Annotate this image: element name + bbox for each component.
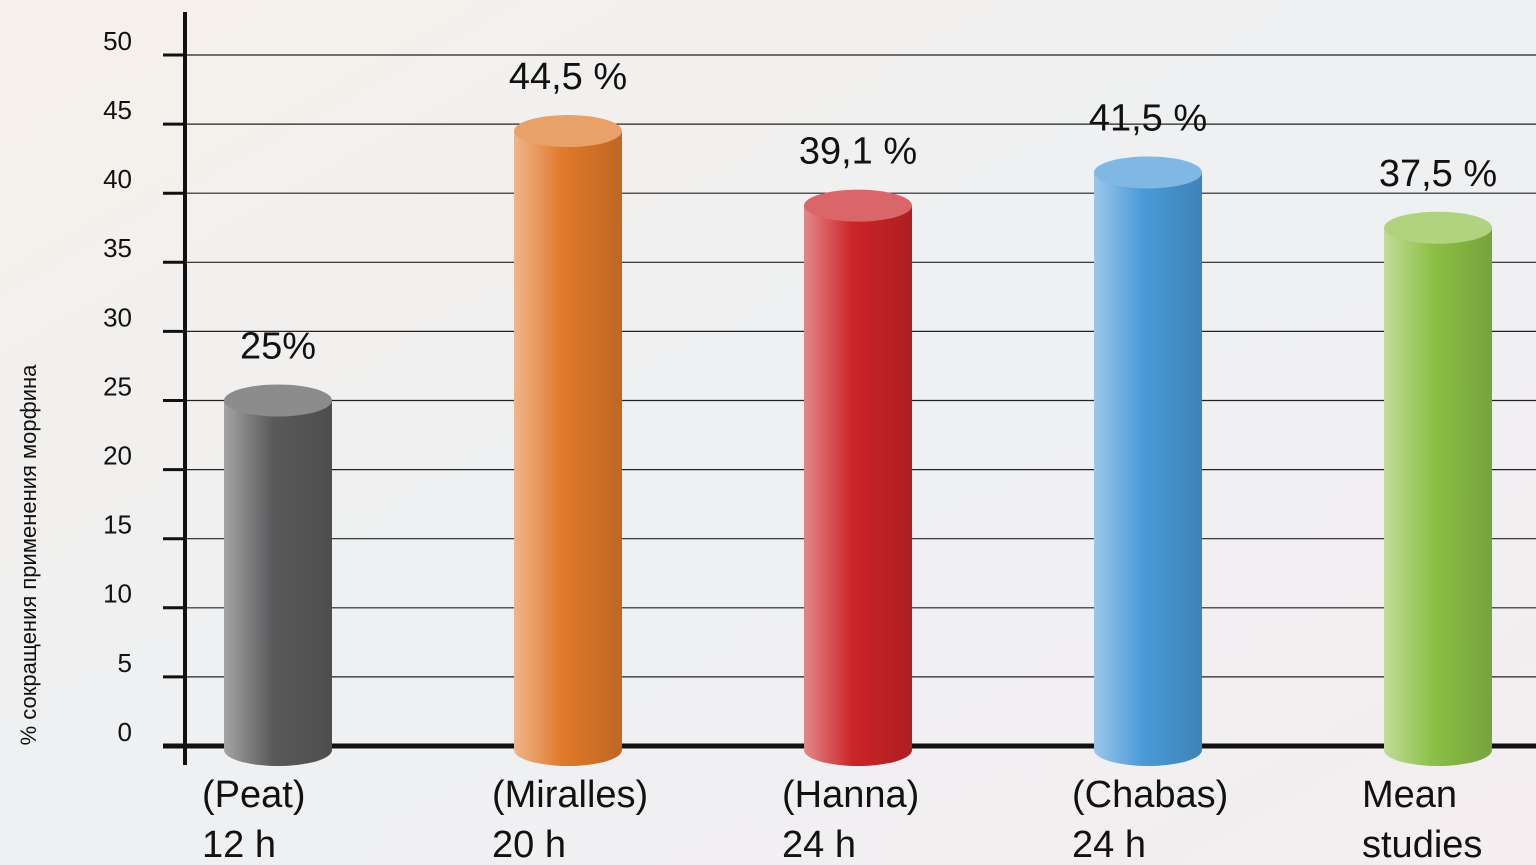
- value-label: 39,1 %: [799, 131, 917, 173]
- y-axis-label: % сокращения применения морфина: [16, 364, 41, 746]
- y-tick-label: 15: [103, 510, 132, 540]
- value-label: 41,5 %: [1089, 98, 1207, 140]
- y-tick-label: 20: [103, 440, 132, 470]
- x-tick-label: (Hanna): [782, 774, 919, 816]
- y-tick-label: 50: [103, 26, 132, 56]
- bar-cap: [224, 384, 332, 417]
- x-tick-label: studies: [1362, 824, 1482, 865]
- value-label: 37,5 %: [1379, 153, 1497, 195]
- bar: [804, 205, 912, 750]
- bar: [224, 400, 332, 750]
- bar: [1384, 227, 1492, 750]
- x-tick-label: 20 h: [492, 824, 566, 865]
- y-tick-label: 5: [118, 648, 132, 678]
- bar-cap: [1094, 156, 1202, 189]
- bar: [514, 131, 622, 750]
- y-tick-label: 0: [118, 717, 132, 747]
- bar-cap: [804, 189, 912, 222]
- y-tick-label: 25: [103, 371, 132, 401]
- x-tick-label: Mean: [1362, 774, 1457, 816]
- y-tick-label: 30: [103, 302, 132, 332]
- bar-cap: [514, 115, 622, 148]
- x-tick-label: (Miralles): [492, 774, 648, 816]
- x-tick-label: 24 h: [1072, 824, 1146, 865]
- value-label: 44,5 %: [509, 56, 627, 98]
- x-tick-label: (Peat): [202, 774, 305, 816]
- y-tick-label: 40: [103, 164, 132, 194]
- x-tick-label: 12 h: [202, 824, 276, 865]
- y-tick-label: 45: [103, 95, 132, 125]
- bar-cap: [1384, 211, 1492, 244]
- value-label: 25%: [240, 326, 316, 368]
- x-tick-label: (Chabas): [1072, 774, 1228, 816]
- y-tick-label: 10: [103, 579, 132, 609]
- y-tick-label: 35: [103, 233, 132, 263]
- x-tick-label: 24 h: [782, 824, 856, 865]
- bar: [1094, 172, 1202, 751]
